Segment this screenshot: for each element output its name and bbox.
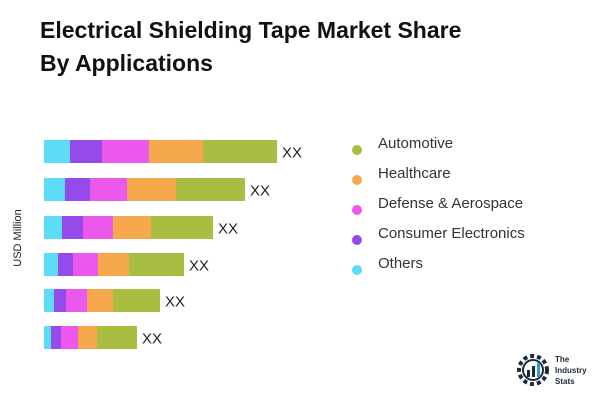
bar-segment-healthcare xyxy=(149,140,203,163)
legend-item: Others xyxy=(352,248,525,278)
data-label: XX xyxy=(142,331,162,348)
bar-segment-defense-aerospace xyxy=(66,289,87,312)
legend: Automotive Healthcare Defense & Aerospace C… xyxy=(352,128,525,278)
logo: The Industry Stats xyxy=(515,352,587,388)
bar-segment-defense-aerospace xyxy=(102,140,149,163)
bar-segment-automotive xyxy=(203,140,277,163)
legend-item: Defense & Aerospace xyxy=(352,188,525,218)
data-label: XX xyxy=(282,145,302,162)
data-label: XX xyxy=(218,221,238,238)
logo-text-2: Industry xyxy=(555,365,587,375)
bar-segment-others xyxy=(44,178,65,201)
data-label: XX xyxy=(189,258,209,275)
legend-dot-icon xyxy=(352,235,362,245)
data-label: XX xyxy=(165,294,185,311)
legend-item: Consumer Electronics xyxy=(352,218,525,248)
bar-segment-defense-aerospace xyxy=(90,178,127,201)
title-line-2: By Applications xyxy=(40,50,213,76)
legend-label: Defense & Aerospace xyxy=(378,194,524,212)
legend-label: Consumer Electronics xyxy=(378,224,525,242)
bar-segment-consumer-electronics xyxy=(58,253,73,276)
bar-segment-consumer-electronics xyxy=(65,178,90,201)
legend-dot-icon xyxy=(352,205,362,215)
gear-logo-icon xyxy=(517,354,549,386)
logo-text-3: Stats xyxy=(555,376,575,386)
bar-segment-consumer-electronics xyxy=(51,326,61,349)
bar-segment-others xyxy=(44,289,54,312)
bar-segment-automotive xyxy=(113,289,160,312)
bar-segment-others xyxy=(44,140,70,163)
bar-segment-others xyxy=(44,253,58,276)
bar-segment-automotive xyxy=(129,253,184,276)
data-label: XX xyxy=(250,183,270,200)
legend-dot-icon xyxy=(352,145,362,155)
bar-segment-defense-aerospace xyxy=(83,216,113,239)
bar-segment-healthcare xyxy=(113,216,151,239)
legend-label: Healthcare xyxy=(378,164,451,182)
bar-segment-healthcare xyxy=(98,253,129,276)
chart-title: Electrical Shielding Tape Market Share B… xyxy=(40,14,560,80)
bar-segment-defense-aerospace xyxy=(73,253,98,276)
logo-text-1: The xyxy=(555,354,570,364)
bar-segment-healthcare xyxy=(78,326,97,349)
bar-segment-automotive xyxy=(151,216,213,239)
bar-segment-consumer-electronics xyxy=(70,140,102,163)
bar-segment-automotive xyxy=(176,178,245,201)
legend-item: Automotive xyxy=(352,128,525,158)
legend-label: Automotive xyxy=(378,134,454,152)
bar-segment-defense-aerospace xyxy=(61,326,78,349)
bar-segment-others xyxy=(44,216,62,239)
legend-item: Healthcare xyxy=(352,158,525,188)
bar-segment-others xyxy=(44,326,51,349)
bar-segment-healthcare xyxy=(87,289,113,312)
title-line-1: Electrical Shielding Tape Market Share xyxy=(40,17,462,43)
legend-label: Others xyxy=(378,254,424,272)
legend-dot-icon xyxy=(352,175,362,185)
bar-segment-consumer-electronics xyxy=(54,289,66,312)
legend-dot-icon xyxy=(352,265,362,275)
bar-segment-consumer-electronics xyxy=(62,216,83,239)
bar-segment-automotive xyxy=(97,326,137,349)
bar-segment-healthcare xyxy=(127,178,176,201)
